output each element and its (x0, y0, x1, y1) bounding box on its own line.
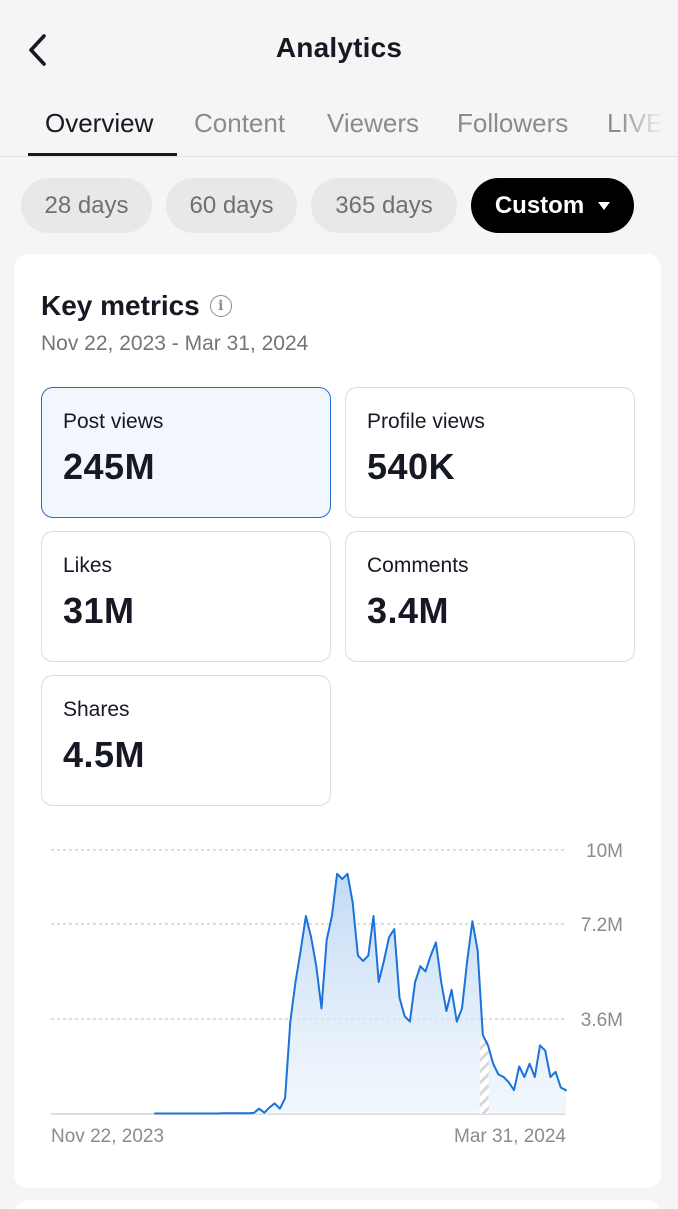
y-tick-label: 10M (586, 841, 623, 862)
metric-label: Shares (63, 698, 130, 721)
chevron-left-icon (29, 34, 46, 66)
tab-followers[interactable]: Followers (457, 108, 569, 138)
range-28-days[interactable]: 28 days (21, 178, 152, 233)
metric-value: 540K (367, 446, 456, 487)
metric-label: Profile views (367, 410, 485, 433)
app-header: Analytics (0, 0, 678, 96)
range-365-days[interactable]: 365 days (311, 178, 457, 233)
metric-label: Likes (63, 554, 113, 577)
tab-overview[interactable]: Overview (45, 108, 154, 138)
series-line (154, 872, 567, 1115)
range-custom-dropdown[interactable]: Custom (471, 178, 634, 233)
metric-value: 31M (63, 590, 135, 631)
next-card-peek (14, 1200, 661, 1209)
metric-likes[interactable]: Likes 31M (41, 531, 331, 662)
key-metrics-title: Key metrics (41, 290, 200, 321)
range-60-days[interactable]: 60 days (166, 178, 297, 233)
x-tick-label: Mar 31, 2024 (454, 1126, 566, 1147)
y-tick-label: 7.2M (581, 915, 623, 936)
metric-shares[interactable]: Shares 4.5M (41, 675, 331, 806)
metric-value: 4.5M (63, 734, 146, 775)
tab-bar: Overview Content Viewers Followers LIVE (0, 96, 678, 157)
y-tick-label: 3.6M (581, 1010, 623, 1031)
info-icon[interactable]: i (209, 295, 232, 317)
range-custom-label: Custom (494, 191, 585, 219)
partial-data-hatch (479, 1040, 489, 1114)
metric-label: Comments (367, 554, 469, 577)
card-title: Key metrics i (41, 290, 232, 322)
back-button[interactable] (22, 30, 58, 70)
tabs-fade-overlay (618, 96, 678, 154)
metric-label: Post views (63, 410, 164, 433)
x-tick-label: Nov 22, 2023 (51, 1126, 164, 1147)
page-title: Analytics (275, 32, 403, 63)
tab-content[interactable]: Content (194, 108, 286, 138)
tab-viewers[interactable]: Viewers (327, 108, 420, 138)
metric-value: 245M (63, 446, 156, 487)
date-range-label: Nov 22, 2023 - Mar 31, 2024 (41, 332, 309, 355)
active-tab-indicator (28, 153, 177, 156)
metric-post-views[interactable]: Post views 245M (41, 387, 331, 518)
area-fill (155, 873, 566, 1114)
metric-comments[interactable]: Comments 3.4M (345, 531, 635, 662)
key-metrics-card: Key metrics i Nov 22, 2023 - Mar 31, 202… (14, 254, 661, 1188)
caret-down-icon (598, 201, 611, 210)
metric-profile-views[interactable]: Profile views 540K (345, 387, 635, 518)
metric-value: 3.4M (367, 590, 450, 631)
post-views-chart: 10M 7.2M 3.6M Nov 22, 2023 Mar 31, 2024 (51, 841, 623, 1147)
